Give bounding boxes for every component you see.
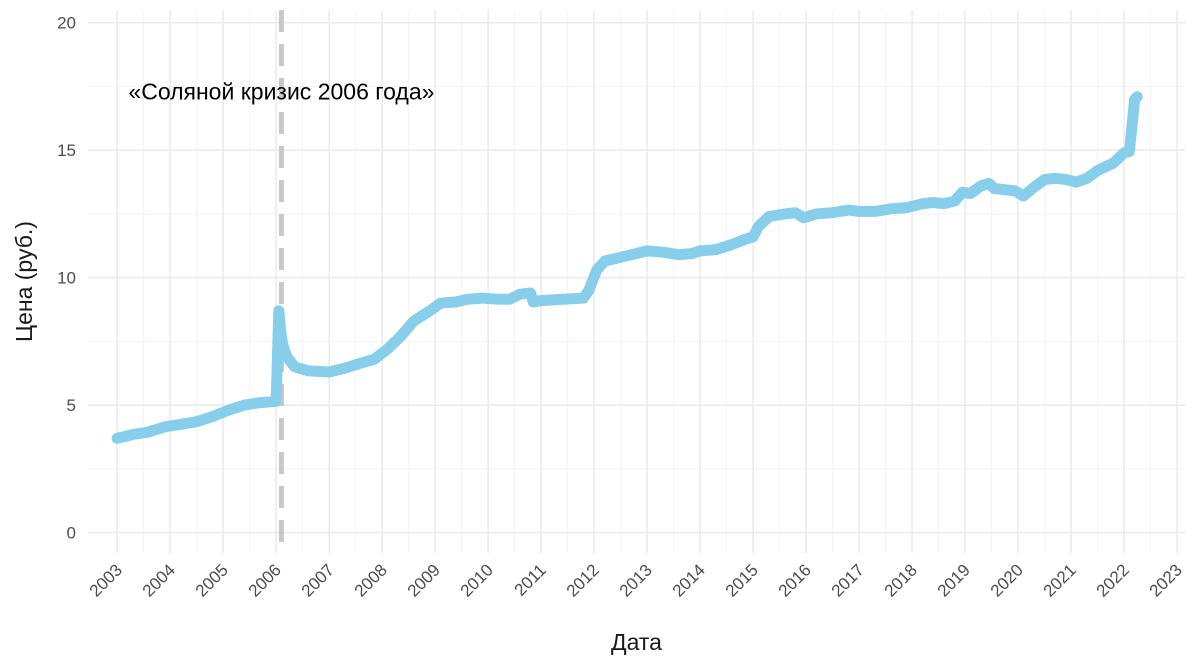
x-tick-label: 2017 (828, 560, 868, 600)
series-layer (111, 91, 1143, 444)
x-tick-label: 2004 (139, 560, 179, 600)
y-tick-labels: 0 5 10 15 20 (57, 14, 76, 543)
minor-gridlines (88, 10, 1185, 553)
x-tick-label: 2019 (934, 560, 974, 600)
annotation-label: «Соляной кризис 2006 года» (128, 79, 434, 105)
x-axis-title: Дата (611, 629, 662, 655)
x-tick-label: 2014 (669, 560, 709, 600)
x-tick-label: 2011 (511, 560, 550, 599)
y-tick-label: 20 (57, 14, 76, 33)
x-tick-label: 2005 (192, 560, 232, 600)
x-tick-label: 2022 (1093, 560, 1133, 600)
x-tick-label: 2018 (881, 560, 921, 600)
y-tick-label: 15 (57, 141, 76, 160)
major-gridlines (88, 10, 1185, 553)
x-tick-label: 2010 (457, 560, 497, 600)
x-tick-label: 2021 (1040, 560, 1080, 600)
y-tick-label: 5 (67, 396, 76, 415)
x-tick-label: 2012 (563, 560, 603, 600)
x-tick-label: 2015 (722, 560, 762, 600)
x-tick-label: 2013 (616, 560, 656, 600)
y-tick-label: 10 (57, 269, 76, 288)
x-tick-label: 2016 (775, 560, 815, 600)
x-tick-label: 2023 (1146, 560, 1186, 600)
x-tick-label: 2020 (987, 560, 1027, 600)
y-axis-title: Цена (руб.) (11, 221, 37, 342)
x-tick-label: 2003 (86, 560, 126, 600)
x-tick-label: 2009 (404, 560, 444, 600)
series-line (111, 91, 1143, 444)
x-tick-label: 2007 (298, 560, 338, 600)
x-tick-label: 2006 (245, 560, 285, 600)
x-tick-label: 2008 (351, 560, 391, 600)
y-tick-label: 0 (67, 524, 76, 543)
x-tick-labels: 2003 2004 2005 2006 2007 2008 2009 2010 2011 2012… (86, 560, 1186, 600)
